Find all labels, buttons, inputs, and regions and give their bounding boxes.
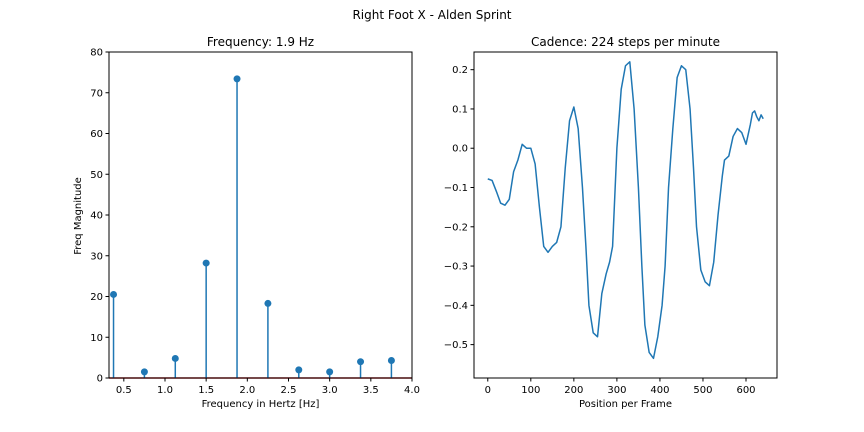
x-tick-label: 300 bbox=[607, 385, 626, 396]
y-tick-label: −0.5 bbox=[444, 340, 468, 351]
y-tick-label: −0.2 bbox=[444, 222, 468, 233]
left-chart-frame bbox=[108, 51, 413, 379]
x-tick-label: 3.5 bbox=[363, 385, 379, 396]
stem-marker bbox=[202, 259, 210, 267]
left-chart-ylabel: Freq Magnitude bbox=[73, 177, 84, 255]
y-tick-label: 0.0 bbox=[452, 144, 468, 155]
x-tick-label: 1.5 bbox=[198, 385, 214, 396]
x-tick-label: 400 bbox=[650, 385, 669, 396]
stem-marker bbox=[140, 368, 148, 376]
right-chart-xlabel: Position per Frame bbox=[579, 399, 672, 410]
x-tick-label: 500 bbox=[693, 385, 712, 396]
y-tick-label: 10 bbox=[90, 333, 103, 344]
x-tick-label: 2.5 bbox=[281, 385, 297, 396]
x-tick-label: 0.5 bbox=[116, 385, 132, 396]
frequency-stem-chart: Frequency: 1.9 Hz Frequency in Hertz [Hz… bbox=[73, 35, 420, 410]
stem-marker bbox=[326, 368, 334, 376]
stem-marker bbox=[264, 299, 272, 307]
x-tick-label: 1.0 bbox=[157, 385, 173, 396]
figure-suptitle: Right Foot X - Alden Sprint bbox=[352, 8, 511, 22]
y-tick-label: 50 bbox=[90, 170, 103, 181]
y-tick-label: −0.4 bbox=[444, 301, 468, 312]
y-tick-label: 20 bbox=[90, 292, 103, 303]
y-tick-label: 40 bbox=[90, 211, 103, 222]
x-tick-label: 4.0 bbox=[404, 385, 420, 396]
stem-marker bbox=[387, 356, 395, 364]
x-tick-label: 100 bbox=[521, 385, 540, 396]
y-tick-label: 0.1 bbox=[452, 104, 468, 115]
right-chart-frame bbox=[473, 51, 778, 379]
y-tick-label: 0.2 bbox=[452, 65, 468, 76]
x-tick-label: 2.0 bbox=[239, 385, 255, 396]
stem-marker bbox=[171, 354, 179, 362]
left-chart-title: Frequency: 1.9 Hz bbox=[207, 35, 314, 49]
cadence-line-chart: Cadence: 224 steps per minute Position p… bbox=[444, 35, 778, 410]
y-tick-label: 60 bbox=[90, 129, 103, 140]
x-tick-label: 3.0 bbox=[322, 385, 338, 396]
stem-marker bbox=[357, 358, 365, 366]
stem-marker bbox=[110, 290, 118, 298]
y-tick-label: 30 bbox=[90, 251, 103, 262]
left-chart-xlabel: Frequency in Hertz [Hz] bbox=[202, 399, 320, 410]
series-line bbox=[487, 61, 764, 360]
x-tick-label: 0 bbox=[485, 385, 491, 396]
x-tick-label: 600 bbox=[736, 385, 755, 396]
y-tick-label: −0.3 bbox=[444, 262, 468, 273]
stem-marker bbox=[233, 75, 241, 83]
y-tick-label: 80 bbox=[90, 48, 103, 59]
right-chart-title: Cadence: 224 steps per minute bbox=[531, 35, 720, 49]
stem-marker bbox=[295, 366, 303, 374]
y-tick-label: 0 bbox=[97, 374, 103, 385]
y-tick-label: −0.1 bbox=[444, 183, 468, 194]
x-tick-label: 200 bbox=[564, 385, 583, 396]
y-tick-label: 70 bbox=[90, 88, 103, 99]
